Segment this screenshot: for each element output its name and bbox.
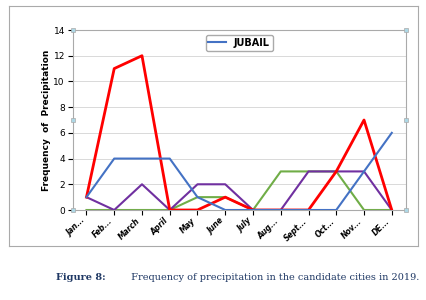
Text: Frequency of precipitation in the candidate cities in 2019.: Frequency of precipitation in the candid… xyxy=(128,273,418,282)
Text: Figure 8:: Figure 8: xyxy=(55,273,105,282)
Legend: JUBAIL: JUBAIL xyxy=(205,35,272,51)
Y-axis label: Frequency  of  Precipitation: Frequency of Precipitation xyxy=(42,49,51,191)
